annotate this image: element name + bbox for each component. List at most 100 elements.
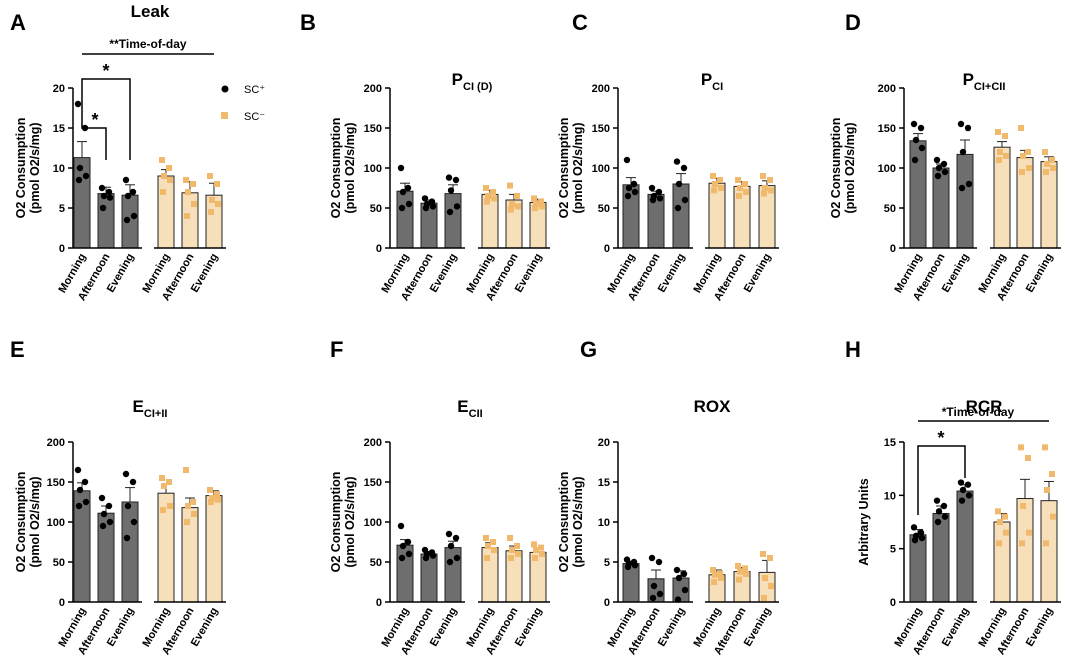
- data-point: [1050, 513, 1056, 520]
- y-tick-label: 10: [53, 163, 65, 175]
- data-point: [185, 503, 191, 509]
- data-point: [208, 499, 214, 505]
- data-point: [767, 555, 773, 561]
- data-point: [99, 204, 107, 212]
- data-point: [1043, 169, 1049, 175]
- data-point: [742, 181, 748, 187]
- data-point: [735, 177, 741, 183]
- data-point: [760, 173, 766, 179]
- data-point: [681, 196, 689, 204]
- data-point: [190, 499, 196, 505]
- data-point: [106, 194, 114, 201]
- panel-title-subscript: CI+CII: [974, 81, 1005, 93]
- bar: [97, 193, 115, 249]
- panel-f: F ECII 0 50 100 150 200 O2 Consumption (pmol O2/…: [329, 337, 550, 657]
- bar: [622, 563, 640, 603]
- sig-bracket-inner: [81, 102, 107, 160]
- data-point: [717, 177, 723, 183]
- data-point: [215, 201, 221, 207]
- y-axis-label: O2 Consumption: [557, 472, 571, 573]
- data-point: [717, 570, 723, 577]
- data-point: [761, 190, 767, 197]
- y-axis-label: O2 Consumption: [14, 472, 28, 573]
- data-point: [533, 547, 539, 553]
- data-point: [129, 478, 137, 486]
- data-point: [655, 558, 663, 566]
- data-point: [514, 543, 520, 549]
- panel-title: PCI (D): [452, 70, 493, 93]
- y-tick-label: 50: [884, 203, 896, 215]
- data-point: [711, 579, 717, 585]
- data-point: [711, 187, 717, 194]
- y-tick-label: 100: [364, 163, 382, 175]
- data-point: [507, 182, 513, 189]
- data-point: [1043, 540, 1049, 547]
- data-point: [1020, 153, 1026, 159]
- data-point: [122, 470, 130, 478]
- data-point: [99, 522, 107, 530]
- data-point: [82, 498, 90, 506]
- data-point: [934, 172, 942, 180]
- data-point: [761, 595, 767, 601]
- data-point: [674, 204, 682, 212]
- data-point: [737, 185, 743, 191]
- sig-star-inner: *: [91, 110, 98, 130]
- data-point: [207, 487, 213, 493]
- bar: [444, 193, 462, 249]
- data-point: [918, 144, 926, 152]
- panel-title: Leak: [131, 2, 170, 21]
- y-tick-label: 0: [890, 243, 896, 255]
- data-point: [447, 187, 455, 194]
- data-point: [1044, 487, 1050, 493]
- data-point: [941, 168, 949, 176]
- data-point: [445, 530, 453, 538]
- bar: [956, 153, 974, 249]
- data-point: [508, 206, 514, 213]
- data-point: [100, 510, 108, 518]
- y-axis-label-units: (pmol O2/s/mg): [343, 477, 357, 568]
- legend-sc-plus-label: SC⁺: [244, 84, 265, 96]
- data-point: [214, 491, 220, 497]
- data-point: [712, 571, 718, 578]
- data-point: [507, 535, 513, 541]
- y-tick-label: 50: [598, 203, 610, 215]
- data-point: [208, 209, 214, 215]
- data-point: [447, 542, 455, 550]
- data-point: [649, 594, 657, 602]
- data-point: [656, 195, 664, 202]
- data-point: [76, 164, 84, 172]
- data-point: [160, 507, 166, 513]
- panel-title: ECI+II: [133, 397, 168, 420]
- data-point: [910, 524, 918, 531]
- data-point: [532, 555, 538, 561]
- sig-bracket-inner: [917, 445, 966, 515]
- data-point: [957, 479, 965, 486]
- data-point: [1050, 165, 1056, 171]
- data-point: [98, 184, 106, 192]
- time-of-day-label: **Time-of-day: [109, 37, 186, 51]
- data-point: [911, 156, 919, 164]
- sig-bracket-outer: [81, 78, 131, 160]
- data-point: [767, 177, 773, 183]
- data-point: [957, 120, 965, 128]
- data-point: [680, 164, 688, 172]
- data-point: [624, 563, 632, 570]
- data-point: [485, 543, 491, 549]
- data-point: [743, 189, 749, 195]
- data-point: [124, 192, 132, 200]
- data-point: [1019, 169, 1025, 175]
- y-tick-label: 10: [884, 490, 896, 502]
- data-point: [105, 502, 113, 510]
- bar: [420, 553, 438, 603]
- legend-sc-minus-marker: [221, 112, 228, 119]
- data-point: [159, 157, 165, 163]
- data-point: [1042, 149, 1048, 155]
- data-point: [538, 544, 544, 551]
- y-axis-label-units: (pmol O2/s/mg): [28, 123, 42, 214]
- data-point: [428, 198, 436, 205]
- data-point: [75, 502, 83, 510]
- data-point: [743, 571, 749, 577]
- data-point: [655, 188, 663, 196]
- data-point: [995, 129, 1001, 135]
- data-point: [768, 187, 774, 194]
